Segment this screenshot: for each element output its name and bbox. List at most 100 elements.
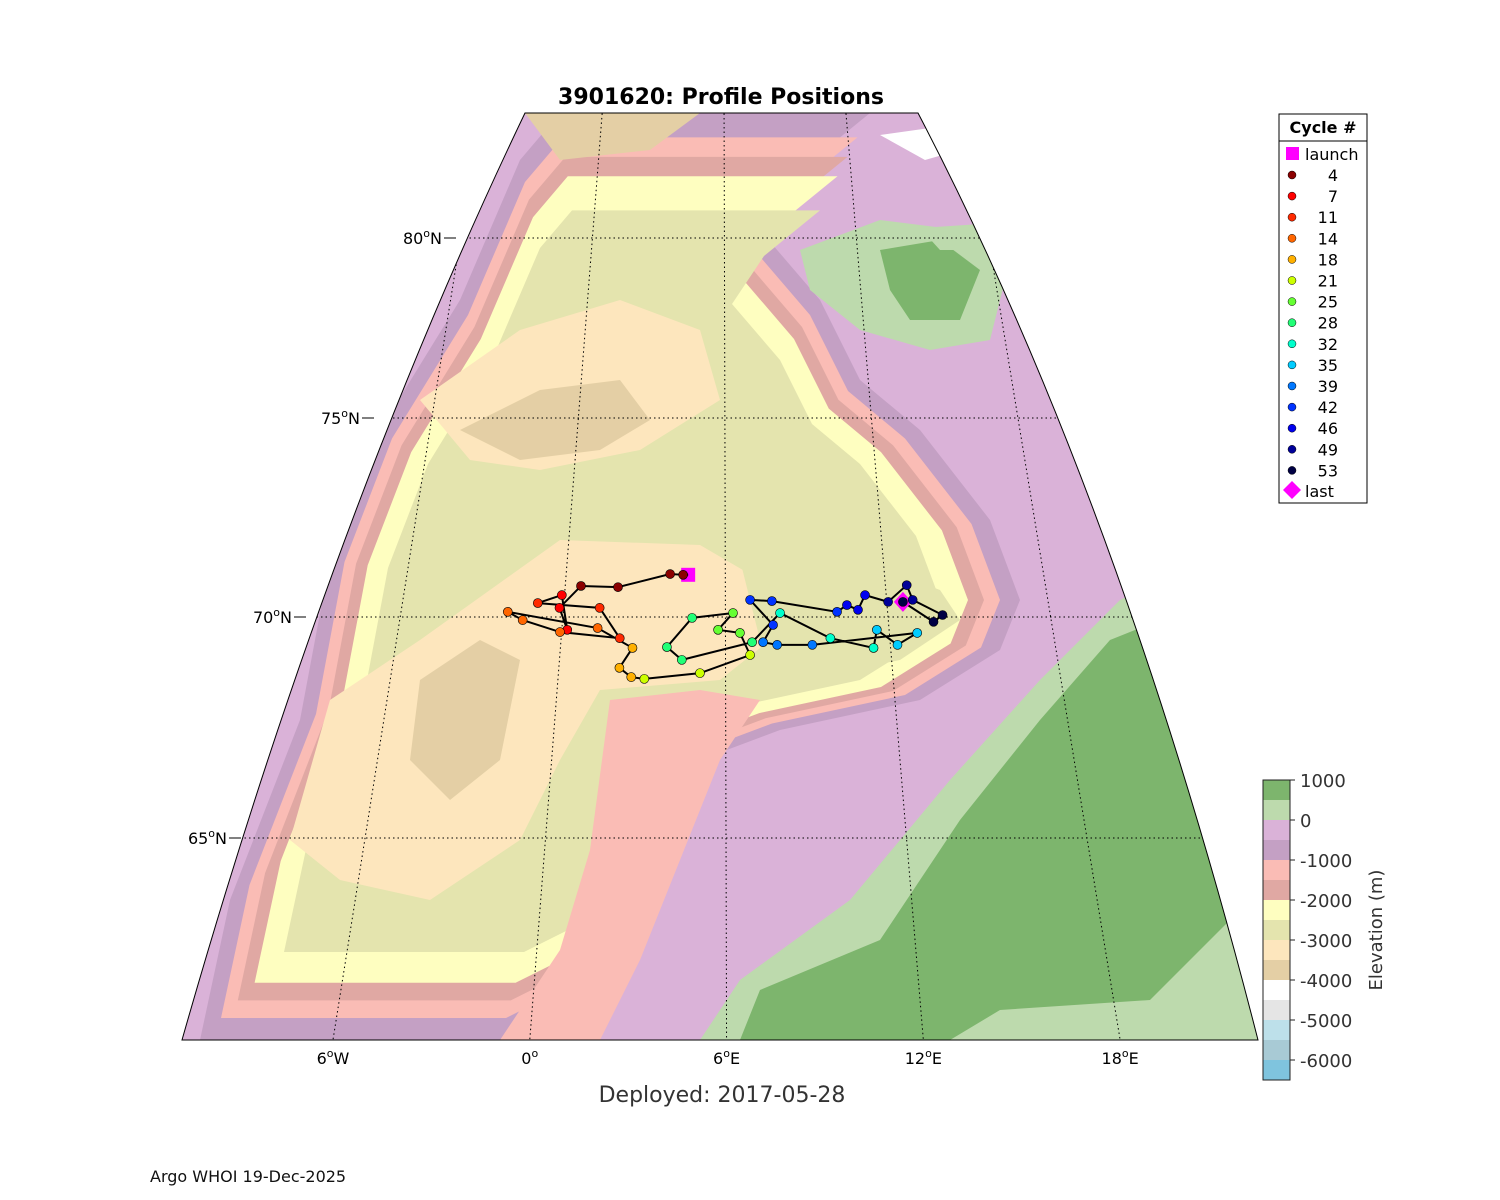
profile-point bbox=[842, 600, 852, 610]
colorbar-band bbox=[1263, 800, 1290, 820]
profile-point bbox=[592, 623, 603, 633]
profile-point bbox=[554, 603, 565, 613]
legend-entry-label: 21 bbox=[1318, 272, 1338, 291]
colorbar-tick-label: 0 bbox=[1300, 811, 1311, 832]
profile-point bbox=[825, 633, 836, 644]
colorbar-tick-label: -5000 bbox=[1300, 1011, 1352, 1032]
profile-point bbox=[747, 637, 757, 647]
profile-point bbox=[937, 610, 948, 620]
profile-point bbox=[745, 650, 755, 660]
legend-entry-label: 39 bbox=[1318, 377, 1338, 396]
profile-point bbox=[662, 642, 672, 652]
colorbar-tick-label: -6000 bbox=[1300, 1051, 1352, 1072]
legend-launch: launch bbox=[1305, 145, 1358, 164]
lon-tick-label: 6oE bbox=[713, 1047, 740, 1068]
legend-marker-icon bbox=[1287, 297, 1297, 306]
legend-entry-label: 49 bbox=[1318, 440, 1338, 459]
legend-entry-label: 42 bbox=[1318, 398, 1338, 417]
lon-tick-label: 6oW bbox=[317, 1047, 350, 1068]
profile-point bbox=[832, 607, 842, 617]
legend-entry-label: 11 bbox=[1318, 208, 1338, 227]
colorbar-band bbox=[1263, 1040, 1290, 1060]
profile-point bbox=[639, 674, 650, 684]
profile-point bbox=[901, 580, 912, 590]
legend-title: Cycle # bbox=[1290, 118, 1357, 137]
profile-point bbox=[745, 595, 755, 605]
profile-point bbox=[898, 597, 908, 607]
colorbar-tick-label: -3000 bbox=[1300, 931, 1352, 952]
profile-point bbox=[775, 608, 785, 618]
legend-entry-label: 7 bbox=[1328, 187, 1338, 206]
legend-marker-icon bbox=[1287, 339, 1297, 349]
legend-entry-label: 28 bbox=[1318, 314, 1338, 333]
legend-entry-label: 35 bbox=[1318, 356, 1338, 375]
profile-point bbox=[892, 640, 903, 650]
legend-marker-icon bbox=[1287, 255, 1297, 264]
legend-marker-icon bbox=[1287, 423, 1297, 433]
float-track bbox=[502, 567, 948, 684]
map-title: 3901620: Profile Positions bbox=[558, 85, 884, 110]
legend-marker-icon bbox=[1287, 170, 1297, 180]
legend-marker-icon bbox=[1287, 234, 1297, 243]
profile-point bbox=[627, 643, 638, 653]
profile-point bbox=[695, 668, 705, 678]
colorbar-band bbox=[1263, 960, 1290, 980]
legend: Cycle # launch 4 7 11 14 18 21 25 28 32 35 39 42 46 4… bbox=[1278, 113, 1368, 504]
legend-marker-icon bbox=[1287, 276, 1297, 285]
profile-point bbox=[807, 640, 818, 650]
lofoten-slope bbox=[740, 560, 960, 680]
profile-point bbox=[713, 625, 723, 635]
profile-point bbox=[772, 640, 782, 650]
colorbar-band bbox=[1263, 860, 1290, 880]
legend-entry-label: 46 bbox=[1318, 419, 1338, 438]
last-marker-icon bbox=[1283, 481, 1301, 499]
meridian-line bbox=[723, 113, 728, 1040]
legend-entry-label: 32 bbox=[1318, 335, 1338, 354]
profile-point bbox=[677, 655, 687, 665]
colorbar-band bbox=[1263, 980, 1290, 1000]
profile-point bbox=[735, 628, 745, 638]
profile-point bbox=[555, 627, 565, 637]
map-frame bbox=[181, 112, 1259, 1041]
colorbar-label: Elevation (m) bbox=[1366, 870, 1387, 991]
colorbar-band bbox=[1263, 820, 1290, 840]
legend-entry-label: 4 bbox=[1328, 166, 1338, 185]
legend-entry-label: 14 bbox=[1318, 229, 1338, 248]
profile-point bbox=[517, 615, 528, 625]
lat-tick-label: 65oN bbox=[188, 827, 227, 848]
axis-labels: 80oN 75oN 70oN 65oN 6oW 0o 6oE 12oE 18oE bbox=[188, 227, 1139, 1068]
colorbar-tick-label: -4000 bbox=[1300, 971, 1352, 992]
legend-marker-icon bbox=[1287, 360, 1297, 370]
profile-point bbox=[883, 597, 893, 607]
colorbar-frame bbox=[1262, 779, 1291, 1081]
legend-marker-icon bbox=[1287, 212, 1297, 222]
profile-point bbox=[614, 633, 625, 644]
profile-point bbox=[557, 590, 567, 600]
profile-point bbox=[614, 663, 625, 673]
profile-point bbox=[626, 672, 637, 682]
lon-tick-label: 0o bbox=[521, 1047, 538, 1068]
legend-marker-icon bbox=[1287, 402, 1297, 412]
basin-3500 bbox=[290, 540, 770, 900]
profile-point bbox=[868, 643, 879, 653]
profile-point bbox=[613, 582, 623, 592]
legend-entry-label: 18 bbox=[1318, 250, 1338, 269]
legend-entry-label: 53 bbox=[1318, 461, 1338, 480]
profile-point bbox=[576, 581, 586, 591]
profile-point bbox=[872, 625, 882, 635]
profile-point bbox=[532, 598, 543, 608]
colorbar-band bbox=[1263, 780, 1290, 800]
lat-tick-label: 75oN bbox=[321, 407, 360, 428]
profile-point bbox=[907, 595, 918, 605]
profile-point bbox=[767, 596, 777, 606]
lon-tick-label: 18oE bbox=[1102, 1047, 1139, 1068]
launch-marker-icon bbox=[1286, 147, 1299, 160]
legend-marker-icon bbox=[1287, 466, 1297, 475]
profile-point bbox=[758, 637, 768, 647]
colorbar-band bbox=[1263, 940, 1290, 960]
colorbar-band bbox=[1263, 900, 1290, 920]
profile-point bbox=[687, 613, 697, 623]
profile-point bbox=[928, 617, 939, 627]
